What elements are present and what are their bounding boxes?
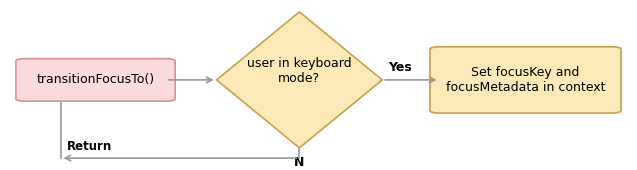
Polygon shape [217, 12, 382, 148]
Text: Return: Return [67, 140, 112, 153]
FancyBboxPatch shape [16, 59, 175, 101]
Text: user in keyboard
mode?: user in keyboard mode? [247, 57, 352, 85]
FancyBboxPatch shape [430, 47, 621, 113]
Text: Set focusKey and
focusMetadata in context: Set focusKey and focusMetadata in contex… [446, 66, 605, 94]
Text: Yes: Yes [389, 62, 412, 74]
Text: N: N [294, 156, 304, 169]
Text: transitionFocusTo(): transitionFocusTo() [36, 73, 155, 86]
